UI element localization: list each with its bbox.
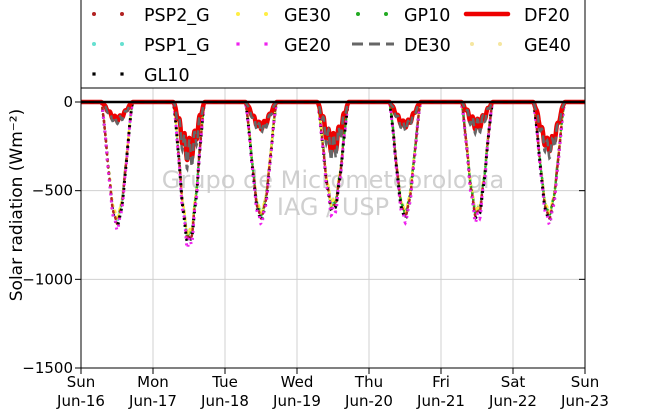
x-tick-label-day: Sun bbox=[571, 373, 600, 391]
watermark-line-1: Grupo de Micrometeorologia bbox=[162, 166, 504, 194]
legend-swatch bbox=[470, 42, 502, 46]
x-tick-label-day: Fri bbox=[432, 373, 450, 391]
legend-swatch bbox=[356, 12, 388, 16]
legend-label: GL10 bbox=[144, 66, 190, 86]
legend-label: GP10 bbox=[404, 6, 450, 26]
x-tick-label-date: Jun-22 bbox=[488, 392, 537, 409]
y-tick-label: −1000 bbox=[22, 270, 73, 288]
x-axis: SunJun-16MonJun-17TueJun-18WedJun-19ThuJ… bbox=[56, 368, 609, 409]
x-tick-label-day: Sat bbox=[501, 373, 526, 391]
legend-label: DF20 bbox=[524, 6, 570, 26]
y-tick-label: −500 bbox=[32, 182, 73, 200]
legend-swatch bbox=[236, 42, 268, 46]
x-tick-label-date: Jun-21 bbox=[416, 392, 465, 409]
x-tick-label-day: Wed bbox=[281, 373, 314, 391]
legend-label: GE40 bbox=[524, 36, 571, 56]
plot-frame bbox=[80, 87, 586, 369]
y-axis-label: Solar radiation (Wm⁻²) bbox=[7, 109, 27, 301]
legend-swatch bbox=[92, 12, 124, 16]
x-tick-label-date: Jun-16 bbox=[56, 392, 105, 409]
legend-label: DE30 bbox=[404, 36, 451, 56]
x-tick-label-day: Sun bbox=[67, 373, 96, 391]
watermark: Grupo de Micrometeorologia IAG / USP bbox=[162, 166, 504, 221]
series-line-ge20 bbox=[81, 100, 585, 253]
legend-swatch bbox=[236, 12, 268, 16]
legend-swatch bbox=[92, 72, 124, 76]
x-tick-label-date: Jun-23 bbox=[560, 392, 609, 409]
plot-background bbox=[81, 88, 585, 368]
y-tick-label: −1500 bbox=[22, 359, 73, 377]
x-tick-label-date: Jun-19 bbox=[272, 392, 321, 409]
x-tick-label-day: Thu bbox=[354, 373, 383, 391]
legend-label: GE30 bbox=[284, 6, 331, 26]
legend-label: PSP1_G bbox=[144, 36, 210, 56]
x-tick-label-day: Tue bbox=[211, 373, 238, 391]
legend: PSP2_G GE30 GP10 DF20 PSP1_G GE20 DE30 GE40 GL10 bbox=[80, 0, 586, 89]
legend-label: PSP2_G bbox=[144, 6, 210, 26]
x-tick-label-date: Jun-17 bbox=[128, 392, 177, 409]
x-tick-label-day: Mon bbox=[137, 373, 169, 391]
legend-swatch bbox=[92, 42, 124, 46]
y-tick-label: 0 bbox=[63, 93, 73, 111]
watermark-line-2: IAG / USP bbox=[277, 193, 389, 221]
legend-label: GE20 bbox=[284, 36, 331, 56]
x-tick-label-date: Jun-20 bbox=[344, 392, 393, 409]
x-tick-label-date: Jun-18 bbox=[200, 392, 249, 409]
y-axis: 0 −500 −1000 −1500 bbox=[22, 93, 585, 377]
